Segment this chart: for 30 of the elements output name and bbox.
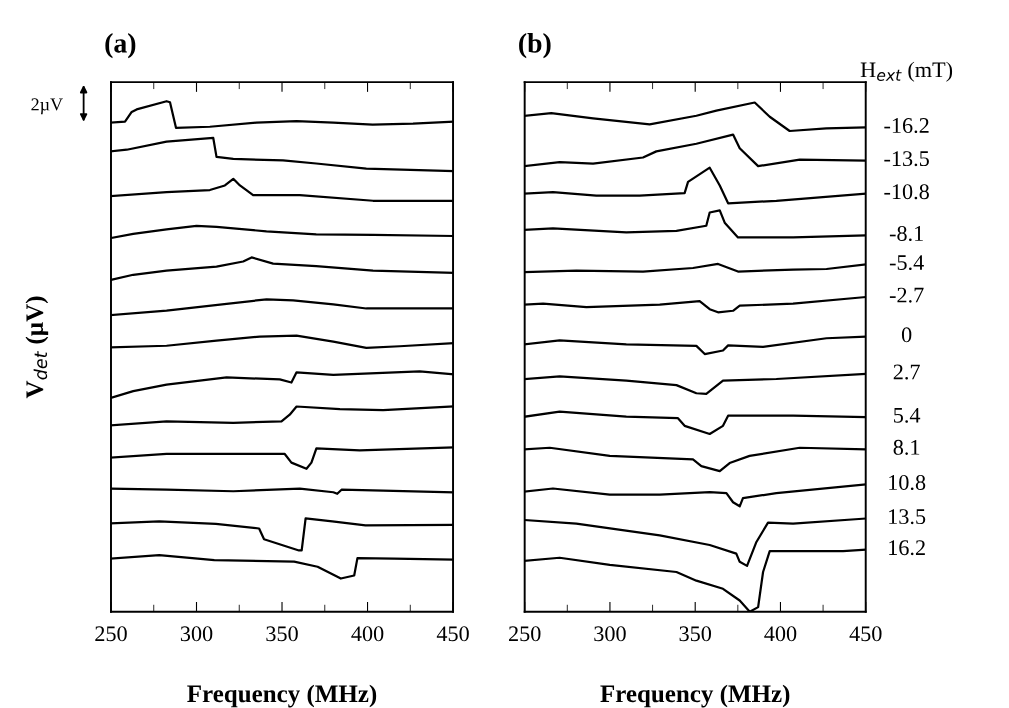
x-tick-label: 400 [764,626,797,642]
x-tick-label: 300 [180,626,213,642]
x-tick-label: 400 [351,626,384,642]
series-label: 8.1 [893,439,920,455]
chart-title: (a) [105,33,136,59]
x-tick-label: 450 [436,626,469,642]
series-label: 13.5 [889,509,926,525]
series-label: -13.5 [884,151,929,167]
x-axis-title: Frequency (MHz) [187,684,377,708]
series-label: -5.4 [889,255,924,271]
x-tick-label: 250 [95,626,127,642]
x-axis-title: Frequency (MHz) [600,684,790,708]
series-label: 10.8 [889,474,926,491]
y-axis-title: V$_{det}$ (µV) [25,296,49,399]
series-label: -10.8 [884,184,929,200]
series-label: 5.4 [894,407,921,423]
series-label: -2.7 [889,287,924,303]
text: 2µV [31,98,63,115]
series-label: 0 [901,327,912,343]
chart-title: (b) [519,33,551,59]
series-label: -8.1 [889,225,923,242]
x-tick-label: 300 [594,626,626,642]
series-label: 2.7 [893,364,920,380]
x-tick-label: 350 [266,626,298,642]
series-label: 16.2 [889,540,925,556]
x-tick-label: 450 [849,626,882,642]
x-tick-label: 350 [679,626,712,642]
legend-title: H$_{ext}$ (mT) [860,61,953,82]
legend-label: -16.2 [884,118,929,134]
x-tick-label: 250 [508,626,541,642]
